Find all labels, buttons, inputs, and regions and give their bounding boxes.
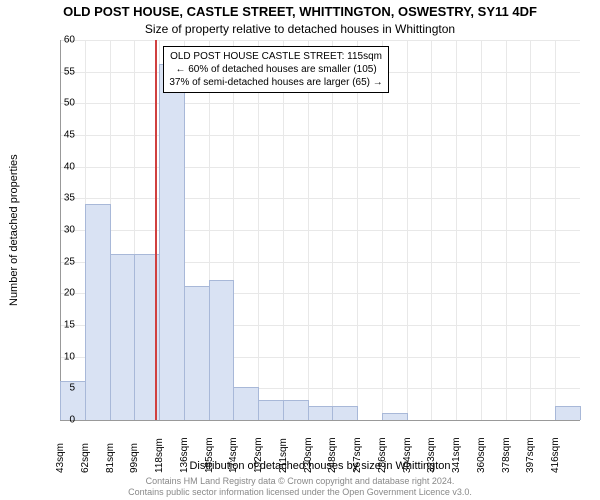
gridline-v	[506, 40, 507, 420]
y-tick-label: 55	[45, 66, 75, 77]
gridline-v	[530, 40, 531, 420]
y-tick-label: 60	[45, 35, 75, 46]
histogram-bar	[184, 286, 210, 420]
gridline-v	[283, 40, 284, 420]
gridline-v	[456, 40, 457, 420]
annotation-box: OLD POST HOUSE CASTLE STREET: 115sqm← 60…	[163, 46, 388, 93]
histogram-bar	[308, 406, 334, 420]
y-tick-label: 40	[45, 161, 75, 172]
marker-line	[155, 40, 157, 420]
gridline-v	[332, 40, 333, 420]
y-tick-label: 35	[45, 193, 75, 204]
histogram-bar	[85, 204, 111, 420]
y-tick-label: 10	[45, 351, 75, 362]
gridline-h	[60, 230, 580, 231]
histogram-bar	[258, 400, 284, 420]
footer-credits: Contains HM Land Registry data © Crown c…	[0, 476, 600, 498]
y-tick-label: 45	[45, 130, 75, 141]
annotation-line: 37% of semi-detached houses are larger (…	[169, 76, 382, 89]
gridline-v	[258, 40, 259, 420]
histogram-bar	[159, 64, 185, 420]
gridline-h	[60, 40, 580, 41]
y-tick-label: 25	[45, 256, 75, 267]
footer-line1: Contains HM Land Registry data © Crown c…	[0, 476, 600, 487]
gridline-h	[60, 167, 580, 168]
y-axis-label: Number of detached properties	[8, 40, 20, 420]
y-tick-label: 30	[45, 225, 75, 236]
histogram-bar	[332, 406, 358, 420]
histogram-bar	[555, 406, 581, 420]
annotation-line: OLD POST HOUSE CASTLE STREET: 115sqm	[169, 50, 382, 63]
histogram-bar	[209, 280, 235, 420]
chart-title-main: OLD POST HOUSE, CASTLE STREET, WHITTINGT…	[0, 4, 600, 19]
gridline-v	[382, 40, 383, 420]
histogram-bar	[382, 413, 408, 420]
gridline-h	[60, 198, 580, 199]
y-tick-label: 20	[45, 288, 75, 299]
chart-title-sub: Size of property relative to detached ho…	[0, 22, 600, 36]
gridline-v	[308, 40, 309, 420]
gridline-v	[407, 40, 408, 420]
x-axis-label: Distribution of detached houses by size …	[60, 460, 580, 472]
histogram-bar	[110, 254, 136, 420]
gridline-h	[60, 135, 580, 136]
y-tick-label: 15	[45, 320, 75, 331]
chart-container: OLD POST HOUSE, CASTLE STREET, WHITTINGT…	[0, 0, 600, 500]
histogram-bar	[283, 400, 309, 420]
footer-line2: Contains public sector information licen…	[0, 487, 600, 498]
annotation-line: ← 60% of detached houses are smaller (10…	[169, 63, 382, 76]
plot-area: OLD POST HOUSE CASTLE STREET: 115sqm← 60…	[60, 40, 580, 420]
gridline-v	[481, 40, 482, 420]
gridline-v	[431, 40, 432, 420]
gridline-v	[357, 40, 358, 420]
gridline-h	[60, 103, 580, 104]
y-tick-label: 5	[45, 383, 75, 394]
histogram-bar	[233, 387, 259, 420]
gridline-v	[555, 40, 556, 420]
y-tick-label: 50	[45, 98, 75, 109]
